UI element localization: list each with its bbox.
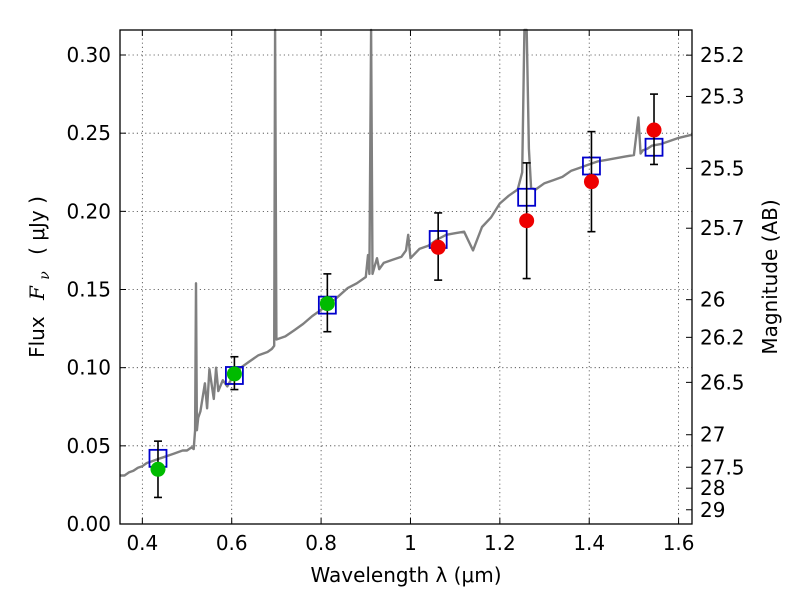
magnitude-tick-label: 25.2	[700, 43, 745, 67]
y-axis-label-symbol: F	[25, 285, 49, 301]
magnitude-tick-label: 28	[700, 476, 725, 500]
y-tick-label: 0.00	[66, 512, 111, 536]
x-tick-label: 1.6	[663, 531, 695, 555]
y-axis-label: Flux F ν ( μJy )	[25, 196, 54, 358]
spectrum-line	[120, 28, 693, 477]
observed-flux-point	[519, 213, 535, 229]
x-axis-label: Wavelength λ (μm)	[310, 563, 501, 587]
x-tick-label: 1.4	[573, 531, 605, 555]
plot-frame	[119, 29, 693, 525]
observed-flux-point	[226, 366, 242, 382]
magnitude-tick-label: 25.5	[700, 156, 745, 180]
observed-flux-point	[646, 122, 662, 138]
magnitude-tick-label: 26.2	[700, 325, 745, 349]
right-axis-label: Magnitude (AB)	[758, 199, 782, 354]
svg-text:Flux F ν ( μ: Flux F ν ( μJy )	[25, 196, 54, 358]
observed-flux-point	[430, 239, 446, 255]
x-tick-label: 0.6	[216, 531, 248, 555]
x-tick-label: 0.8	[305, 531, 337, 555]
magnitude-tick-label: 29	[700, 498, 725, 522]
magnitude-tick-label: 25.3	[700, 84, 745, 108]
x-tick-label: 1.2	[484, 531, 516, 555]
y-tick-label: 0.10	[66, 356, 111, 380]
marker-layer	[148, 93, 664, 499]
observed-flux-point	[319, 296, 335, 312]
x-tick-label: 1	[404, 531, 417, 555]
observed-flux-point	[583, 174, 599, 190]
magnitude-tick-label: 27	[700, 423, 725, 447]
y-axis-label-subscript: ν	[37, 271, 53, 280]
y-tick-label: 0.25	[66, 121, 111, 145]
magnitude-tick-label: 27.5	[700, 455, 745, 479]
y-tick-label: 0.30	[66, 43, 111, 67]
observed-flux-point	[150, 461, 166, 477]
magnitude-tick-label: 26	[700, 288, 725, 312]
axis-layer: 0.4 0.6 0.8 1 1.2 1.4 1.6 0.00 0.05 0.10 0.15 0.20 0…	[66, 30, 745, 555]
y-axis-label-text: Flux	[25, 316, 49, 358]
spectrum-layer	[120, 28, 693, 477]
y-tick-label: 0.15	[66, 278, 111, 302]
x-tick-label: 0.4	[126, 531, 158, 555]
y-axis-label-units: ( μJy )	[25, 196, 49, 255]
magnitude-tick-label: 25.7	[700, 216, 745, 240]
y-tick-label: 0.20	[66, 199, 111, 223]
y-tick-label: 0.05	[66, 434, 111, 458]
magnitude-tick-label: 26.5	[700, 370, 745, 394]
plot-background	[120, 30, 692, 524]
